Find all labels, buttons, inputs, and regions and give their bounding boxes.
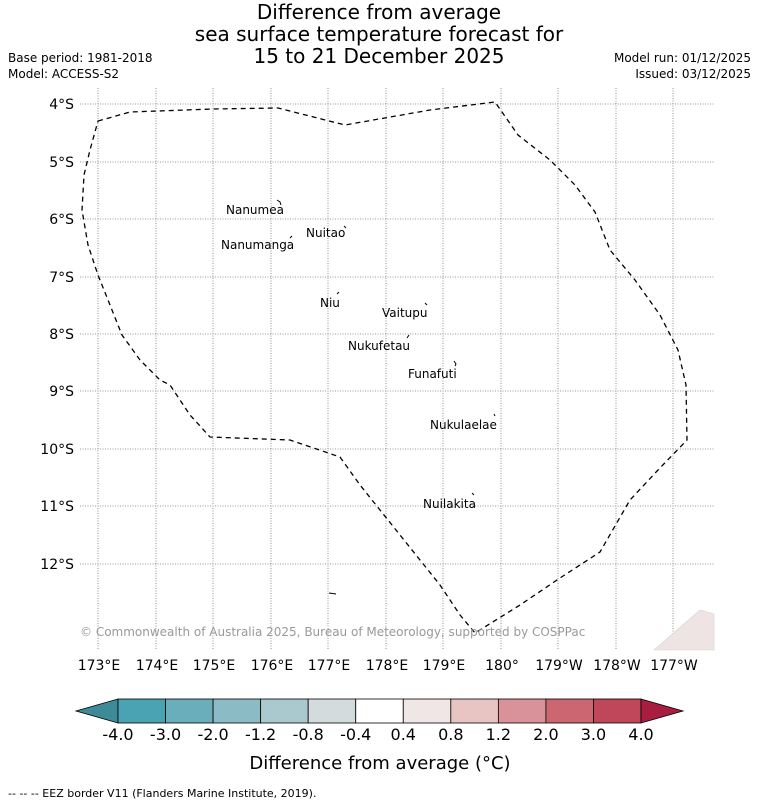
colorbar-segment (165, 698, 214, 724)
colorbar-segment (355, 698, 404, 724)
colorbar-under-arrow (74, 698, 119, 724)
lat-gridlines (80, 103, 714, 565)
colorbar-over-arrow (640, 698, 685, 724)
model-name: Model: ACCESS-S2 (8, 67, 120, 81)
colorbar-tick-label: -3.0 (150, 725, 181, 744)
colorbar-segment (545, 698, 594, 724)
colorbar-tick-label: 0.4 (391, 725, 416, 744)
colorbar-segment (497, 698, 547, 724)
lon-gridlines (97, 88, 674, 650)
lon-label: 177°E (308, 658, 351, 674)
issued-date: Issued: 03/12/2025 (635, 67, 751, 81)
lat-label: 4°S (49, 97, 74, 113)
lat-label: 9°S (49, 384, 74, 400)
island-label-nanumea: Nanumea (226, 203, 284, 217)
colorbar-segment (260, 698, 309, 724)
island-label-nanumanga: Nanumanga (221, 238, 294, 252)
island-label-nuitao: Nuitao (306, 226, 345, 240)
lon-label: 179°W (535, 658, 583, 674)
lon-label: 179°E (423, 658, 466, 674)
colorbar-segment (307, 698, 357, 724)
model-run: Model run: 01/12/2025 (613, 51, 751, 65)
colorbar: -4.0 -3.0 -2.0 -1.2 -0.8 -0.4 0.4 0.8 1.2 2.0 3.0 4… (74, 698, 685, 744)
island-shapes (276, 199, 496, 595)
island-label-niu: Niu (320, 296, 340, 310)
island-label-vaitupu: Vaitupu (382, 306, 428, 320)
colorbar-segment (450, 698, 499, 724)
island-label-nukulaelae: Nukulaelae (430, 418, 497, 432)
lat-label: 6°S (49, 212, 74, 228)
lon-label: 175°E (193, 658, 236, 674)
lon-label: 180° (485, 658, 519, 674)
title-line-2: sea surface temperature forecast for (194, 22, 564, 46)
eez-legend-text: -- -- -- EEZ border V11 (Flanders Marine… (8, 787, 317, 800)
lat-label: 10°S (40, 442, 74, 458)
colorbar-segment (593, 698, 642, 724)
lat-label: 12°S (40, 557, 74, 573)
colorbar-tick-label: 3.0 (581, 725, 606, 744)
base-period: Base period: 1981-2018 (8, 51, 153, 65)
lat-label: 8°S (49, 327, 74, 343)
lon-label: 173°E (78, 658, 121, 674)
island-label-nuilakita: Nuilakita (423, 497, 476, 511)
colorbar-tick-label: -0.8 (293, 725, 324, 744)
colorbar-segment (212, 698, 262, 724)
colorbar-label: Difference from average (°C) (249, 753, 510, 774)
lon-label: 176°E (251, 658, 294, 674)
colorbar-tick-label: 1.2 (486, 725, 511, 744)
colorbar-tick-label: 0.8 (438, 725, 463, 744)
copyright-text: © Commonwealth of Australia 2025, Bureau… (80, 625, 585, 639)
title-line-3: 15 to 21 December 2025 (253, 44, 505, 68)
lon-label: 178°E (366, 658, 409, 674)
lat-label: 7°S (49, 270, 74, 286)
lat-label: 11°S (40, 499, 74, 515)
lon-label: 177°W (650, 658, 698, 674)
colorbar-tick-label: -2.0 (197, 725, 228, 744)
colorbar-tick-label: -1.2 (245, 725, 276, 744)
colorbar-tick-label: 4.0 (628, 725, 653, 744)
colorbar-segment (117, 698, 166, 724)
colorbar-segment (402, 698, 452, 724)
lon-label: 178°W (593, 658, 641, 674)
island-label-funafuti: Funafuti (408, 367, 457, 381)
map-area (80, 88, 714, 650)
colorbar-tick-label: -0.4 (340, 725, 371, 744)
lat-label: 5°S (49, 155, 74, 171)
title-line-1: Difference from average (256, 0, 502, 24)
shaded-corner (653, 609, 715, 651)
colorbar-tick-label: -4.0 (102, 725, 133, 744)
lon-label: 174°E (136, 658, 179, 674)
island-label-nukufetau: Nukufetau (348, 339, 410, 353)
colorbar-tick-label: 2.0 (533, 725, 558, 744)
